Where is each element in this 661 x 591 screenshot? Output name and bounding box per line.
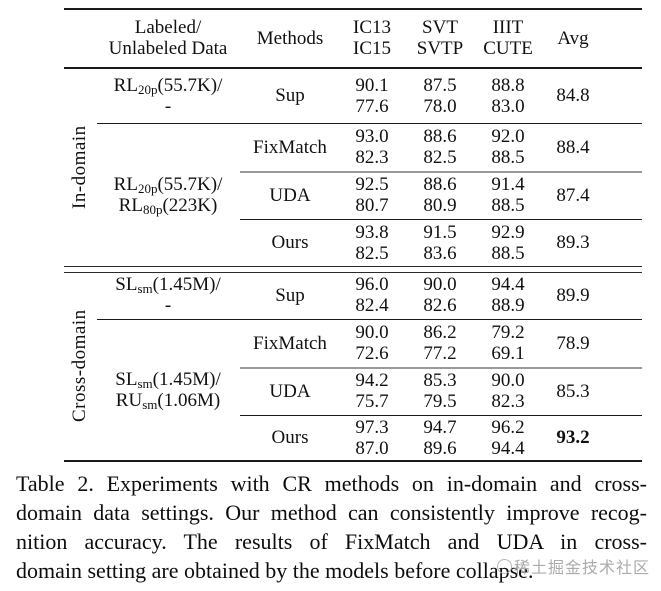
- values-iiit: 94.4 88.9: [491, 274, 525, 316]
- method-fixmatch: FixMatch: [253, 136, 327, 158]
- values-iiit: 92.0 88.5: [491, 126, 525, 168]
- section-label-in-domain: In-domain: [69, 125, 90, 209]
- header-labeled-unlabeled: Labeled/ Unlabeled Data: [95, 8, 241, 68]
- values-svt: 91.5 83.6: [423, 221, 457, 264]
- juejin-logo-icon: [497, 558, 512, 574]
- values-ic: 94.2 75.7: [355, 370, 389, 412]
- caption-line-3: nition accuracy. The results of FixMatch…: [16, 529, 647, 554]
- values-iiit: 90.0 82.3: [491, 370, 525, 412]
- method-sup: Sup: [275, 85, 305, 106]
- cross-domain-fixmatch-rule: [240, 366, 642, 369]
- value-avg: 89.3: [556, 232, 590, 253]
- values-iiit: 88.8 83.0: [491, 74, 525, 117]
- value-avg: 84.8: [556, 85, 590, 106]
- value-avg: 88.4: [556, 136, 590, 158]
- values-svt: 94.7 89.6: [423, 416, 457, 459]
- header-bottom-rule: [64, 66, 642, 69]
- value-avg: 85.3: [556, 380, 590, 402]
- data-cell-rl20p-rl80p: RL20p(55.7K)/ RL80p(223K): [113, 173, 223, 217]
- in-domain-sup-rule: [97, 122, 642, 124]
- header-ic13-ic15: IC13 IC15: [353, 17, 391, 59]
- values-iiit: 79.2 69.1: [491, 322, 525, 364]
- header-svt-svtp: SVT SVTP: [416, 17, 464, 59]
- method-uda: UDA: [269, 184, 311, 206]
- method-fixmatch: FixMatch: [253, 332, 327, 354]
- data-cell-slsm-only: SLsm(1.45M)/ -: [115, 274, 221, 316]
- data-cell-slsm-rusm: SLsm(1.45M)/ RUsm(1.06M): [115, 368, 221, 412]
- header-labeled-line1: Labeled/: [134, 17, 202, 38]
- cross-domain-sup-rule: [97, 318, 642, 320]
- values-ic: 90.0 72.6: [355, 322, 389, 364]
- values-svt: 85.3 79.5: [423, 370, 457, 412]
- values-iiit: 91.4 88.5: [491, 174, 525, 216]
- value-avg: 87.4: [556, 184, 590, 206]
- method-ours: Ours: [271, 232, 309, 253]
- values-svt: 88.6 80.9: [423, 174, 457, 216]
- values-svt: 90.0 82.6: [423, 274, 457, 316]
- in-domain-fixmatch-rule: [240, 170, 642, 173]
- values-ic: 93.8 82.5: [355, 221, 389, 264]
- header-avg: Avg: [557, 27, 589, 49]
- table-caption: Table 2. Experiments with CR methods on …: [16, 469, 647, 585]
- table-top-rule: [64, 8, 642, 10]
- values-ic: 90.1 77.6: [355, 74, 389, 117]
- method-sup: Sup: [275, 284, 305, 306]
- data-cell-rl20p-only: RL20p(55.7K)/ -: [113, 74, 223, 117]
- caption-line-2: domain data settings. Our method can con…: [16, 500, 647, 525]
- caption-line-4: domain setting are obtained by the model…: [16, 558, 534, 583]
- values-iiit: 92.9 88.5: [491, 221, 525, 264]
- juejin-watermark: 稀土掘金技术社区: [497, 554, 650, 578]
- values-ic: 96.0 82.4: [355, 274, 389, 316]
- value-avg: 78.9: [556, 332, 590, 354]
- value-avg-best: 93.2: [556, 427, 590, 448]
- values-iiit: 96.2 94.4: [491, 416, 525, 459]
- header-methods: Methods: [256, 27, 324, 49]
- section-label-cross-domain: Cross-domain: [69, 309, 90, 422]
- watermark-text: 稀土掘金技术社区: [514, 558, 651, 577]
- values-svt: 87.5 78.0: [423, 74, 457, 117]
- value-avg: 89.9: [556, 284, 590, 306]
- header-labeled-line2: Unlabeled Data: [108, 38, 228, 59]
- method-uda: UDA: [269, 380, 311, 402]
- values-svt: 88.6 82.5: [423, 126, 457, 168]
- table-bottom-rule: [64, 459, 642, 462]
- cross-domain-uda-rule: [240, 414, 642, 416]
- results-table: Labeled/ Unlabeled Data Methods IC13 IC1…: [64, 8, 642, 460]
- caption-line-1: Table 2. Experiments with CR methods on …: [16, 471, 647, 496]
- values-svt: 86.2 77.2: [423, 322, 457, 364]
- section-divider-double-rule: [64, 265, 642, 273]
- values-ic: 92.5 80.7: [355, 174, 389, 216]
- method-ours: Ours: [271, 427, 309, 448]
- values-ic: 97.3 87.0: [355, 416, 389, 459]
- in-domain-uda-rule: [240, 218, 642, 220]
- header-iiit-cute: IIIT CUTE: [483, 17, 533, 59]
- values-ic: 93.0 82.3: [355, 126, 389, 168]
